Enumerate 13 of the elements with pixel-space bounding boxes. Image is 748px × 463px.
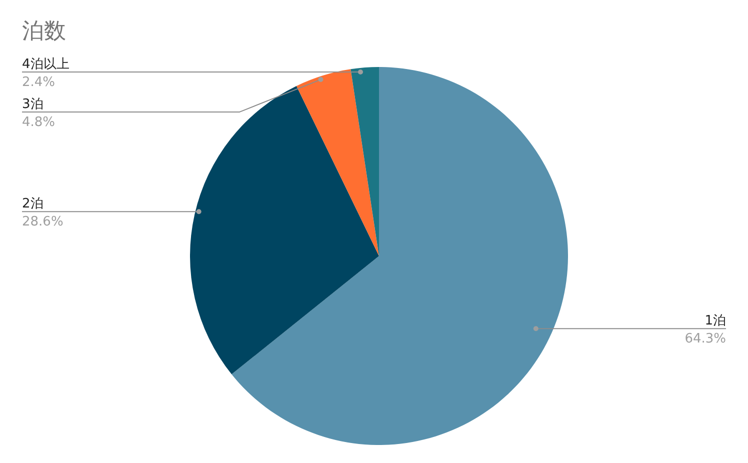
data-label: 64.3% [684, 332, 726, 347]
data-label: 4.8% [22, 114, 56, 130]
pie-slice [296, 69, 379, 256]
slice-label: 1泊 [704, 314, 726, 329]
chart-title: 泊数 [22, 18, 66, 46]
pie-slice [350, 67, 379, 256]
pie-slice [232, 67, 568, 445]
slice-label: 3泊 [22, 96, 44, 112]
data-label: 28.6% [22, 214, 64, 230]
data-label: 2.4% [22, 74, 56, 90]
slice-label: 2泊 [22, 196, 44, 212]
pie-slice [190, 86, 379, 374]
slice-label: 4泊以上 [22, 56, 70, 72]
